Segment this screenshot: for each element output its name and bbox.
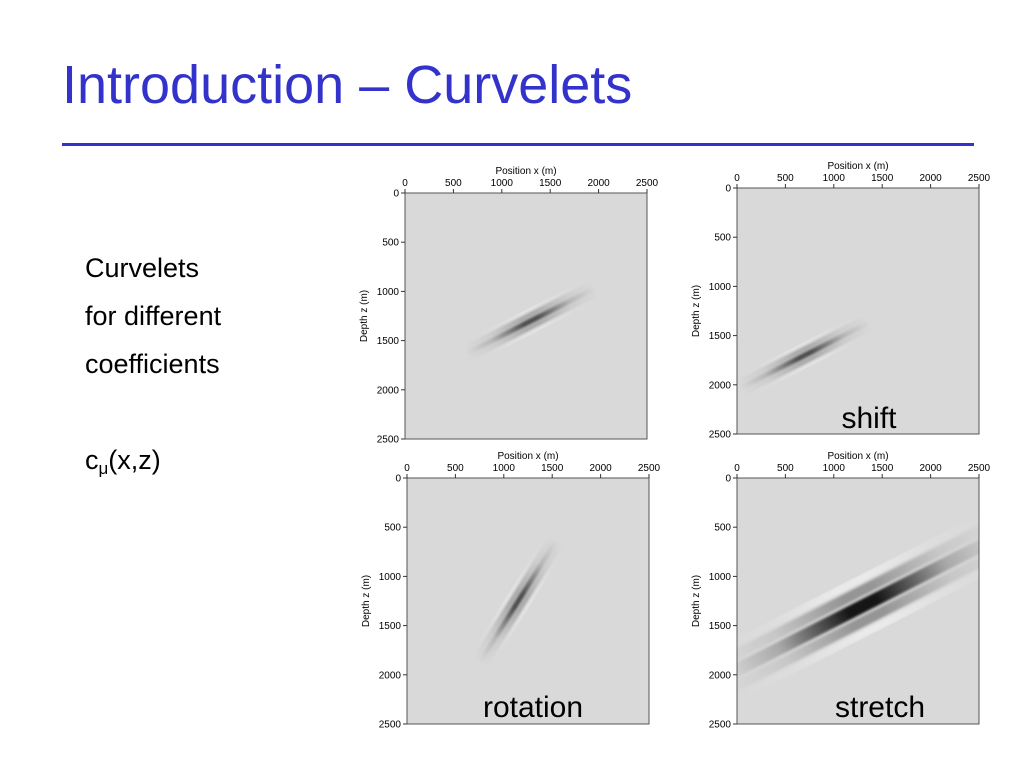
y-axis-label: Depth z (m) (691, 285, 702, 337)
x-tick-label: 1500 (539, 178, 562, 189)
x-tick-label: 2500 (968, 463, 991, 474)
y-tick-label: 2500 (709, 720, 732, 731)
curvelet-wavelet (460, 276, 602, 365)
x-tick-label: 1500 (541, 463, 564, 474)
curvelet-panel-rotation: 0 500 1000 1500 2000 2500 0 500 1000 1500 2000 2500… (361, 451, 661, 731)
coefficient-formula: cμ(x,z) (85, 436, 221, 484)
caption-shift: shift (841, 402, 897, 435)
x-tick-label: 0 (734, 173, 740, 184)
x-tick-label: 0 (734, 463, 740, 474)
y-tick-label: 1000 (377, 287, 400, 298)
y-tick-label: 1000 (709, 282, 732, 293)
curvelet-wavelet (737, 311, 876, 400)
body-line: Curvelets (85, 253, 200, 283)
formula-base: c (85, 445, 99, 475)
y-axis-label: Depth z (m) (361, 575, 372, 627)
x-tick-label: 1000 (823, 173, 846, 184)
y-tick-label: 1500 (379, 621, 402, 632)
y-tick-label: 2000 (709, 380, 732, 391)
plot-area (406, 477, 650, 725)
x-axis-label: Position x (m) (827, 161, 888, 172)
curvelet-wavelet (469, 532, 568, 670)
y-tick-label: 0 (395, 474, 401, 485)
body-text: Curvelets for different coefficients cμ(… (85, 244, 221, 484)
x-axis-label: Position x (m) (827, 451, 888, 462)
curvelet-wavelet (737, 509, 979, 703)
x-axis-label: Position x (m) (497, 451, 558, 462)
body-line: for different (85, 301, 222, 331)
y-tick-label: 2000 (709, 670, 732, 681)
formula-args: (x,z) (108, 445, 161, 475)
caption-rotation: rotation (482, 691, 584, 724)
caption-stretch: stretch (834, 691, 926, 724)
x-tick-label: 2000 (919, 173, 942, 184)
slide-title: Introduction – Curvelets (62, 55, 633, 115)
y-tick-label: 0 (725, 184, 731, 195)
x-tick-label: 2500 (638, 463, 661, 474)
y-axis-label: Depth z (m) (691, 575, 702, 627)
y-tick-label: 1500 (377, 336, 400, 347)
plot-area (736, 187, 980, 435)
x-tick-label: 2000 (587, 178, 610, 189)
y-tick-label: 2500 (379, 720, 402, 731)
y-tick-label: 2000 (377, 385, 400, 396)
x-tick-label: 500 (447, 463, 464, 474)
x-tick-label: 1500 (871, 173, 894, 184)
x-tick-label: 1000 (823, 463, 846, 474)
curvelet-panel-stretch: 0 500 1000 1500 2000 2500 0 500 1000 1500 2000 2500… (691, 451, 991, 731)
y-tick-label: 2500 (709, 430, 732, 441)
x-tick-label: 500 (777, 173, 794, 184)
plot-area (736, 477, 980, 725)
curvelet-panel-original: 0 500 1000 1500 2000 2500 0 500 1000 1500 2000 2500… (359, 166, 659, 446)
x-tick-label: 500 (777, 463, 794, 474)
x-tick-label: 0 (404, 463, 410, 474)
x-tick-label: 2000 (919, 463, 942, 474)
y-axis-label: Depth z (m) (359, 290, 370, 342)
y-tick-label: 2000 (379, 670, 402, 681)
y-tick-label: 1500 (709, 331, 732, 342)
x-tick-label: 1000 (493, 463, 516, 474)
x-tick-label: 2500 (968, 173, 991, 184)
y-tick-label: 1000 (709, 572, 732, 583)
x-tick-label: 2500 (636, 178, 659, 189)
x-axis-label: Position x (m) (495, 166, 556, 177)
y-tick-label: 500 (714, 523, 731, 534)
x-tick-label: 1500 (871, 463, 894, 474)
x-tick-label: 2000 (589, 463, 612, 474)
y-tick-label: 0 (393, 189, 399, 200)
curvelet-panel-shift: 0 500 1000 1500 2000 2500 0 500 1000 1500 2000 2500… (691, 161, 991, 441)
y-tick-label: 500 (382, 238, 399, 249)
x-tick-label: 500 (445, 178, 462, 189)
x-tick-label: 1000 (491, 178, 514, 189)
y-tick-label: 1000 (379, 572, 402, 583)
body-line: coefficients (85, 349, 220, 379)
y-tick-label: 0 (725, 474, 731, 485)
y-tick-label: 500 (384, 523, 401, 534)
formula-subscript: μ (98, 459, 109, 478)
y-tick-label: 500 (714, 233, 731, 244)
y-tick-label: 2500 (377, 435, 400, 446)
title-divider (62, 143, 974, 146)
y-tick-label: 1500 (709, 621, 732, 632)
x-tick-label: 0 (402, 178, 408, 189)
